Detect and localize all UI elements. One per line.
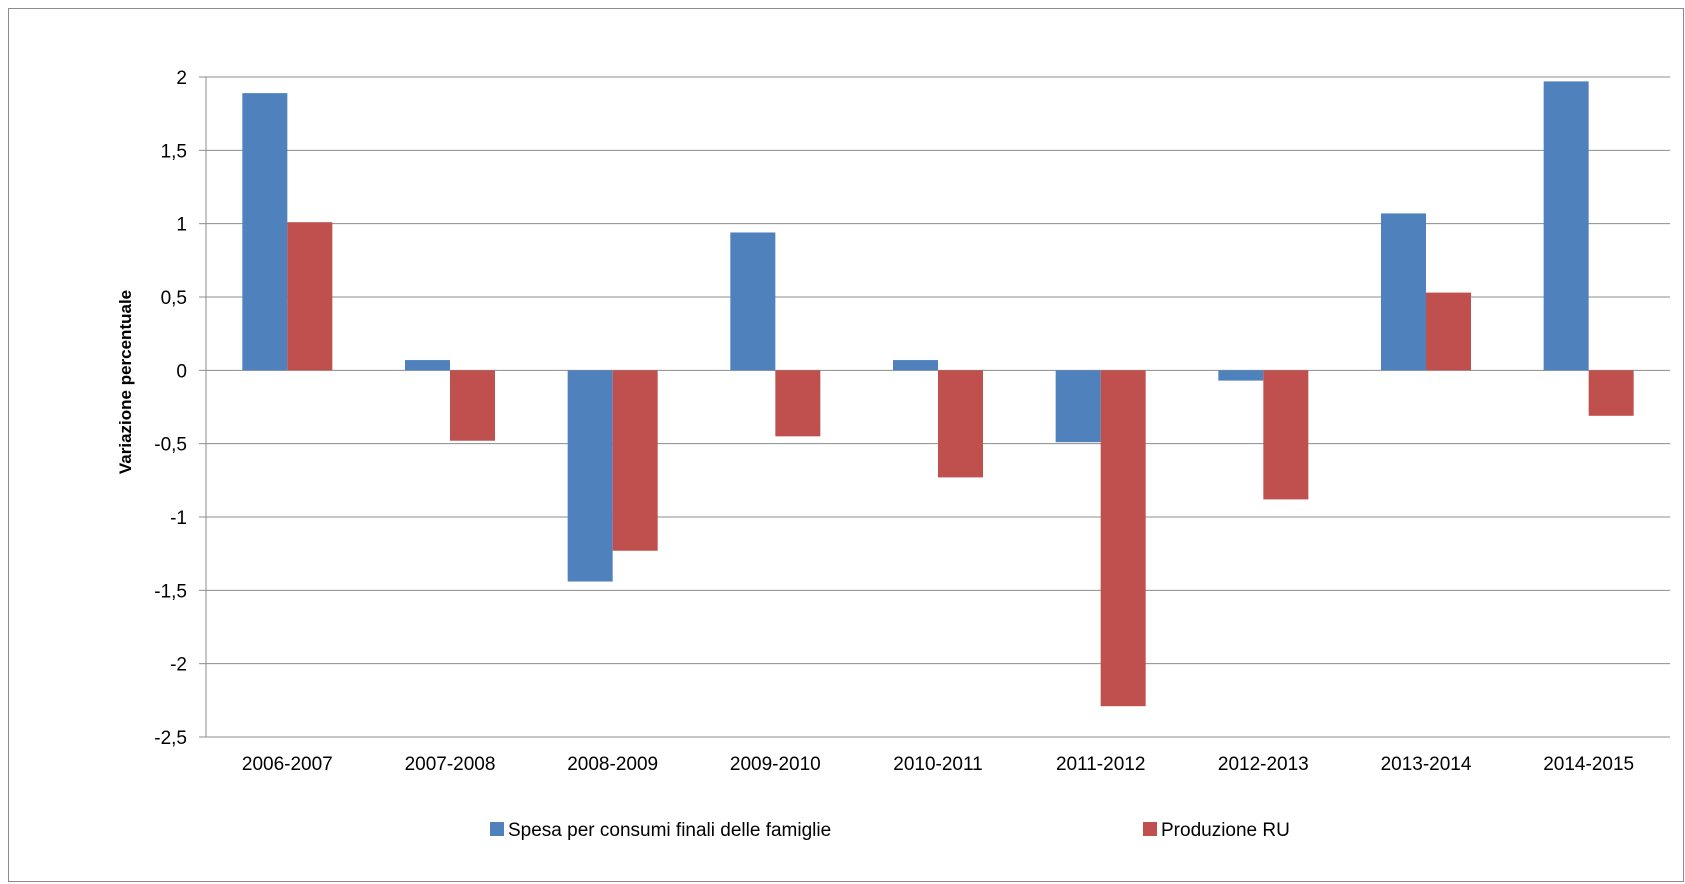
bar-produzione-2006-2007 — [287, 222, 333, 371]
bar-spesa-2009-2010 — [730, 232, 776, 371]
axes — [199, 76, 207, 738]
y-tick-label: 0 — [176, 361, 187, 382]
chart-frame — [8, 8, 1684, 882]
bar-produzione-2011-2012 — [1100, 370, 1146, 707]
bar-produzione-2014-2015 — [1588, 370, 1634, 416]
legend-swatch — [1143, 822, 1157, 836]
y-tick-label: -2 — [170, 655, 187, 676]
legend-label: Spesa per consumi finali delle famiglie — [508, 820, 831, 841]
y-tick-labels: 2 1,5 1 0,5 0 -0,5 -1 -1,5 -2 -2,5 — [154, 68, 187, 749]
legend-swatch — [490, 822, 504, 836]
y-tick-label: 1,5 — [161, 141, 187, 162]
bar-produzione-2012-2013 — [1263, 370, 1309, 500]
y-tick-label: -0,5 — [154, 435, 187, 456]
y-tick-label: 1 — [176, 215, 187, 236]
x-tick-label: 2008-2009 — [567, 754, 658, 775]
y-tick-label: -1 — [170, 508, 187, 529]
bar-produzione-2010-2011 — [938, 370, 983, 478]
x-tick-label: 2011-2012 — [1056, 754, 1145, 775]
y-tick-label: 2 — [176, 68, 187, 89]
x-tick-label: 2013-2014 — [1381, 754, 1472, 775]
bar-produzione-2009-2010 — [775, 370, 821, 437]
bar-spesa-2010-2011 — [893, 360, 938, 371]
bar-spesa-2008-2009 — [567, 370, 613, 582]
bar-spesa-2013-2014 — [1381, 213, 1426, 371]
x-tick-label: 2007-2008 — [405, 754, 496, 775]
x-tick-label: 2012-2013 — [1218, 754, 1309, 775]
gridlines — [206, 76, 1670, 738]
legend: Spesa per consumi finali delle famiglie P… — [490, 820, 1290, 841]
x-tick-label: 2010-2011 — [893, 754, 982, 775]
bar-spesa-2011-2012 — [1055, 370, 1101, 443]
bar-produzione-2013-2014 — [1426, 292, 1471, 371]
legend-label: Produzione RU — [1161, 820, 1290, 841]
y-axis-title: Variazione percentuale — [116, 290, 135, 474]
y-tick-label: -1,5 — [154, 581, 187, 602]
bar-produzione-2008-2009 — [612, 370, 658, 551]
x-tick-label: 2006-2007 — [242, 754, 333, 775]
x-tick-label: 2009-2010 — [730, 754, 821, 775]
bars — [242, 81, 1634, 707]
x-tick-label: 2014-2015 — [1543, 754, 1634, 775]
x-tick-labels: 2006-2007 2007-2008 2008-2009 2009-2010 2010… — [242, 754, 1634, 775]
bar-produzione-2007-2008 — [450, 370, 495, 441]
bar-spesa-2014-2015 — [1543, 81, 1589, 371]
bar-spesa-2012-2013 — [1218, 370, 1264, 381]
y-tick-label: -2,5 — [154, 728, 187, 749]
bar-spesa-2006-2007 — [242, 93, 288, 371]
y-tick-label: 0,5 — [161, 288, 187, 309]
bar-spesa-2007-2008 — [405, 360, 450, 371]
